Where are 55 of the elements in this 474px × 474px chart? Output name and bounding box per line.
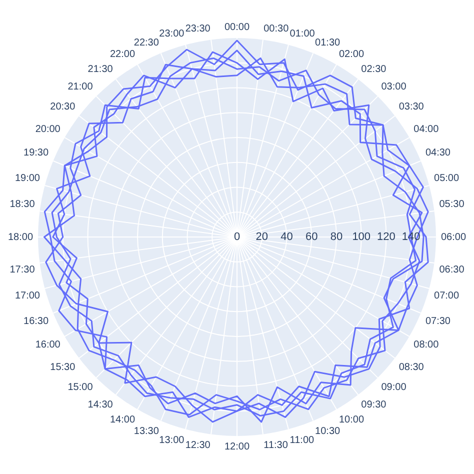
spoke-label: 17:30: [10, 264, 36, 276]
spoke-label: 15:30: [50, 362, 76, 373]
spoke-label: 18:00: [8, 232, 34, 243]
spoke-label: 14:00: [110, 414, 136, 426]
spoke-label: 22:00: [110, 49, 136, 60]
spoke-label: 03:30: [398, 102, 424, 113]
spoke-label: 12:00: [224, 442, 250, 453]
spoke-label: 10:00: [338, 414, 364, 426]
spoke-label: 19:00: [14, 172, 40, 184]
spoke-label: 08:00: [414, 340, 440, 351]
spoke-label: 11:30: [264, 440, 288, 451]
spoke-label: 04:30: [425, 148, 451, 159]
spoke-label: 10:30: [315, 426, 341, 438]
spoke-label: 21:30: [88, 64, 114, 75]
spoke-label: 17:00: [14, 290, 40, 302]
y-tick-label: 80: [330, 231, 343, 244]
spoke-label: 01:30: [315, 37, 341, 48]
spoke-label: 22:30: [134, 37, 160, 48]
spoke-label: 00:00: [224, 22, 250, 33]
spoke-label: 23:00: [159, 28, 185, 40]
spoke-label: 06:30: [439, 264, 465, 276]
spoke-label: 06:00: [440, 232, 466, 243]
y-tick-label: 60: [305, 231, 318, 244]
spoke-label: 18:30: [10, 199, 36, 210]
spoke-label: 03:00: [381, 82, 407, 93]
spoke-label: 02:00: [338, 49, 364, 60]
spoke-label: 08:30: [398, 362, 424, 373]
spoke-label: 09:30: [361, 400, 387, 411]
spoke-label: 12:30: [185, 440, 211, 451]
spoke-label: 11:00: [290, 434, 315, 446]
spoke-label: 15:00: [68, 382, 94, 393]
spoke-label: 01:00: [290, 28, 316, 40]
y-tick-label: 100: [352, 231, 371, 244]
spoke-label: 05:30: [439, 199, 465, 210]
spoke-label: 20:00: [35, 124, 61, 135]
spoke-label: 23:30: [185, 24, 211, 35]
spoke-label: 04:00: [414, 124, 440, 135]
spoke-label: 05:00: [434, 172, 460, 184]
y-tick-label: 40: [280, 231, 293, 244]
spoke-label: 09:00: [381, 382, 407, 393]
spoke-label: 00:30: [264, 24, 290, 35]
spoke-label: 19:30: [24, 148, 49, 159]
spoke-label: 02:30: [361, 64, 387, 75]
spoke-label: 20:30: [50, 102, 76, 113]
spoke-label: 13:30: [134, 426, 160, 438]
y-tick-label: 120: [377, 231, 396, 244]
spoke-label: 14:30: [88, 400, 114, 411]
y-tick-label: 0: [234, 231, 240, 244]
spoke-label: 16:00: [35, 340, 61, 351]
spoke-label: 21:00: [68, 82, 94, 93]
spoke-label: 16:30: [24, 316, 49, 327]
y-tick-label: 20: [256, 231, 268, 244]
spoke-label: 07:30: [425, 316, 451, 327]
spoke-label: 13:00: [159, 434, 185, 446]
spoke-label: 07:00: [434, 290, 460, 302]
